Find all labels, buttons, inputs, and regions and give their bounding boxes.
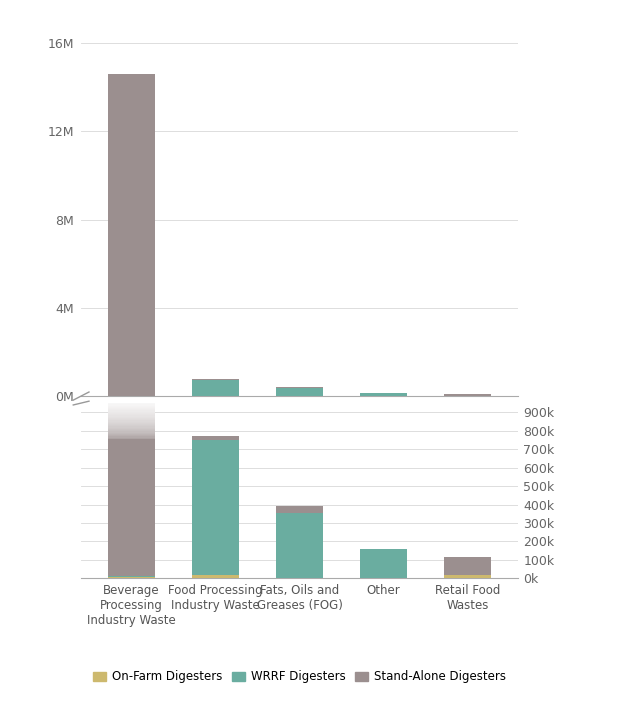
Bar	[109, 408, 155, 409]
Bar	[109, 423, 155, 424]
Bar	[192, 379, 238, 395]
Bar	[444, 393, 490, 395]
Bar	[276, 505, 323, 513]
Bar	[361, 549, 407, 578]
Bar	[109, 435, 155, 436]
Bar	[109, 434, 155, 435]
Bar	[109, 418, 155, 419]
Bar	[109, 411, 155, 413]
Bar	[109, 74, 155, 396]
Bar	[109, 0, 155, 576]
Bar	[444, 557, 490, 576]
Bar	[109, 426, 155, 428]
Bar	[109, 576, 155, 578]
Bar	[361, 393, 407, 396]
Bar	[444, 576, 490, 578]
Bar	[109, 406, 155, 407]
Bar	[109, 433, 155, 434]
Bar	[109, 424, 155, 426]
Bar	[276, 388, 323, 396]
Bar	[192, 440, 238, 575]
Bar	[276, 513, 323, 578]
Bar	[109, 429, 155, 430]
Bar	[109, 413, 155, 414]
Bar	[192, 575, 238, 578]
Bar	[109, 404, 155, 406]
Bar	[192, 436, 238, 440]
Bar	[109, 439, 155, 440]
Legend: On-Farm Digesters, WRRF Digesters, Stand-Alone Digesters: On-Farm Digesters, WRRF Digesters, Stand…	[89, 666, 510, 688]
Bar	[109, 419, 155, 421]
Bar	[109, 428, 155, 429]
Bar	[109, 430, 155, 431]
Bar	[109, 431, 155, 433]
Bar	[109, 414, 155, 416]
Bar	[109, 436, 155, 437]
Bar	[109, 407, 155, 408]
Bar	[109, 437, 155, 439]
Bar	[109, 409, 155, 411]
Bar	[109, 403, 155, 404]
Bar	[109, 416, 155, 418]
Bar	[109, 421, 155, 423]
